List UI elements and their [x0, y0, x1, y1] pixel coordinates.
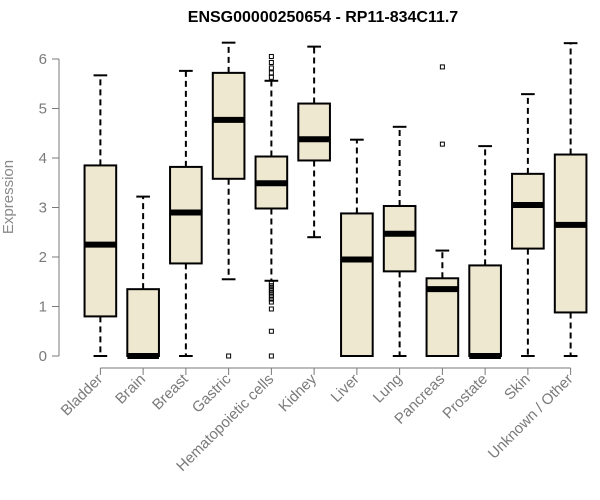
y-axis: 0 1 2 3 4 5 6	[39, 51, 60, 365]
plot-area	[83, 41, 588, 359]
x-tick-label: Bladder	[58, 371, 107, 420]
box-4	[211, 41, 246, 359]
outlier-point	[268, 306, 274, 312]
box-7	[340, 138, 374, 357]
outlier-point	[268, 296, 274, 302]
box-10	[468, 145, 502, 359]
x-tick-label: Breast	[149, 370, 192, 413]
outlier-point	[268, 70, 274, 76]
y-tick-label: 1	[39, 299, 47, 316]
box-12	[553, 42, 588, 357]
y-tick-label: 3	[39, 200, 47, 217]
chart-title: ENSG00000250654 - RP11-834C11.7	[188, 9, 459, 26]
outlier-point	[268, 290, 274, 296]
box-8	[382, 125, 417, 357]
iqr-box	[211, 71, 246, 180]
box-11	[511, 93, 545, 357]
outlier-point	[268, 299, 274, 305]
outlier-point	[268, 293, 274, 299]
iqr-box	[297, 102, 331, 162]
iqr-box	[83, 164, 118, 318]
outlier-point	[268, 353, 274, 359]
outlier-point	[268, 74, 274, 80]
outlier-point	[268, 59, 274, 65]
x-tick-label: Brain	[112, 371, 149, 408]
y-tick-label: 4	[39, 150, 47, 167]
box-3	[169, 69, 203, 357]
y-tick-label: 6	[39, 51, 47, 68]
iqr-box	[382, 205, 417, 273]
outlier-point	[439, 141, 445, 147]
iqr-box	[511, 172, 545, 250]
box-9	[425, 64, 460, 357]
box-2	[126, 195, 160, 359]
y-tick-label: 0	[39, 348, 47, 365]
x-tick-label: Lung	[370, 371, 406, 407]
box-1	[83, 74, 118, 357]
x-tick-label: Prostate	[439, 371, 491, 423]
outlier-point	[226, 353, 232, 359]
iqr-box	[553, 153, 588, 314]
y-tick-label: 5	[39, 101, 47, 118]
outlier-point	[268, 328, 274, 334]
x-tick-label: Liver	[328, 371, 363, 406]
x-tick-label: Skin	[501, 371, 534, 404]
outlier-point	[268, 65, 274, 71]
iqr-box	[468, 264, 502, 358]
y-axis-label: Expression	[0, 160, 17, 234]
iqr-box	[126, 288, 160, 357]
y-tick-label: 2	[39, 249, 47, 266]
iqr-box	[340, 212, 374, 357]
outlier-point	[439, 64, 445, 70]
box-6	[297, 45, 331, 239]
box-5	[254, 54, 289, 359]
x-tick-label: Kidney	[275, 370, 320, 415]
outlier-point	[268, 54, 274, 60]
